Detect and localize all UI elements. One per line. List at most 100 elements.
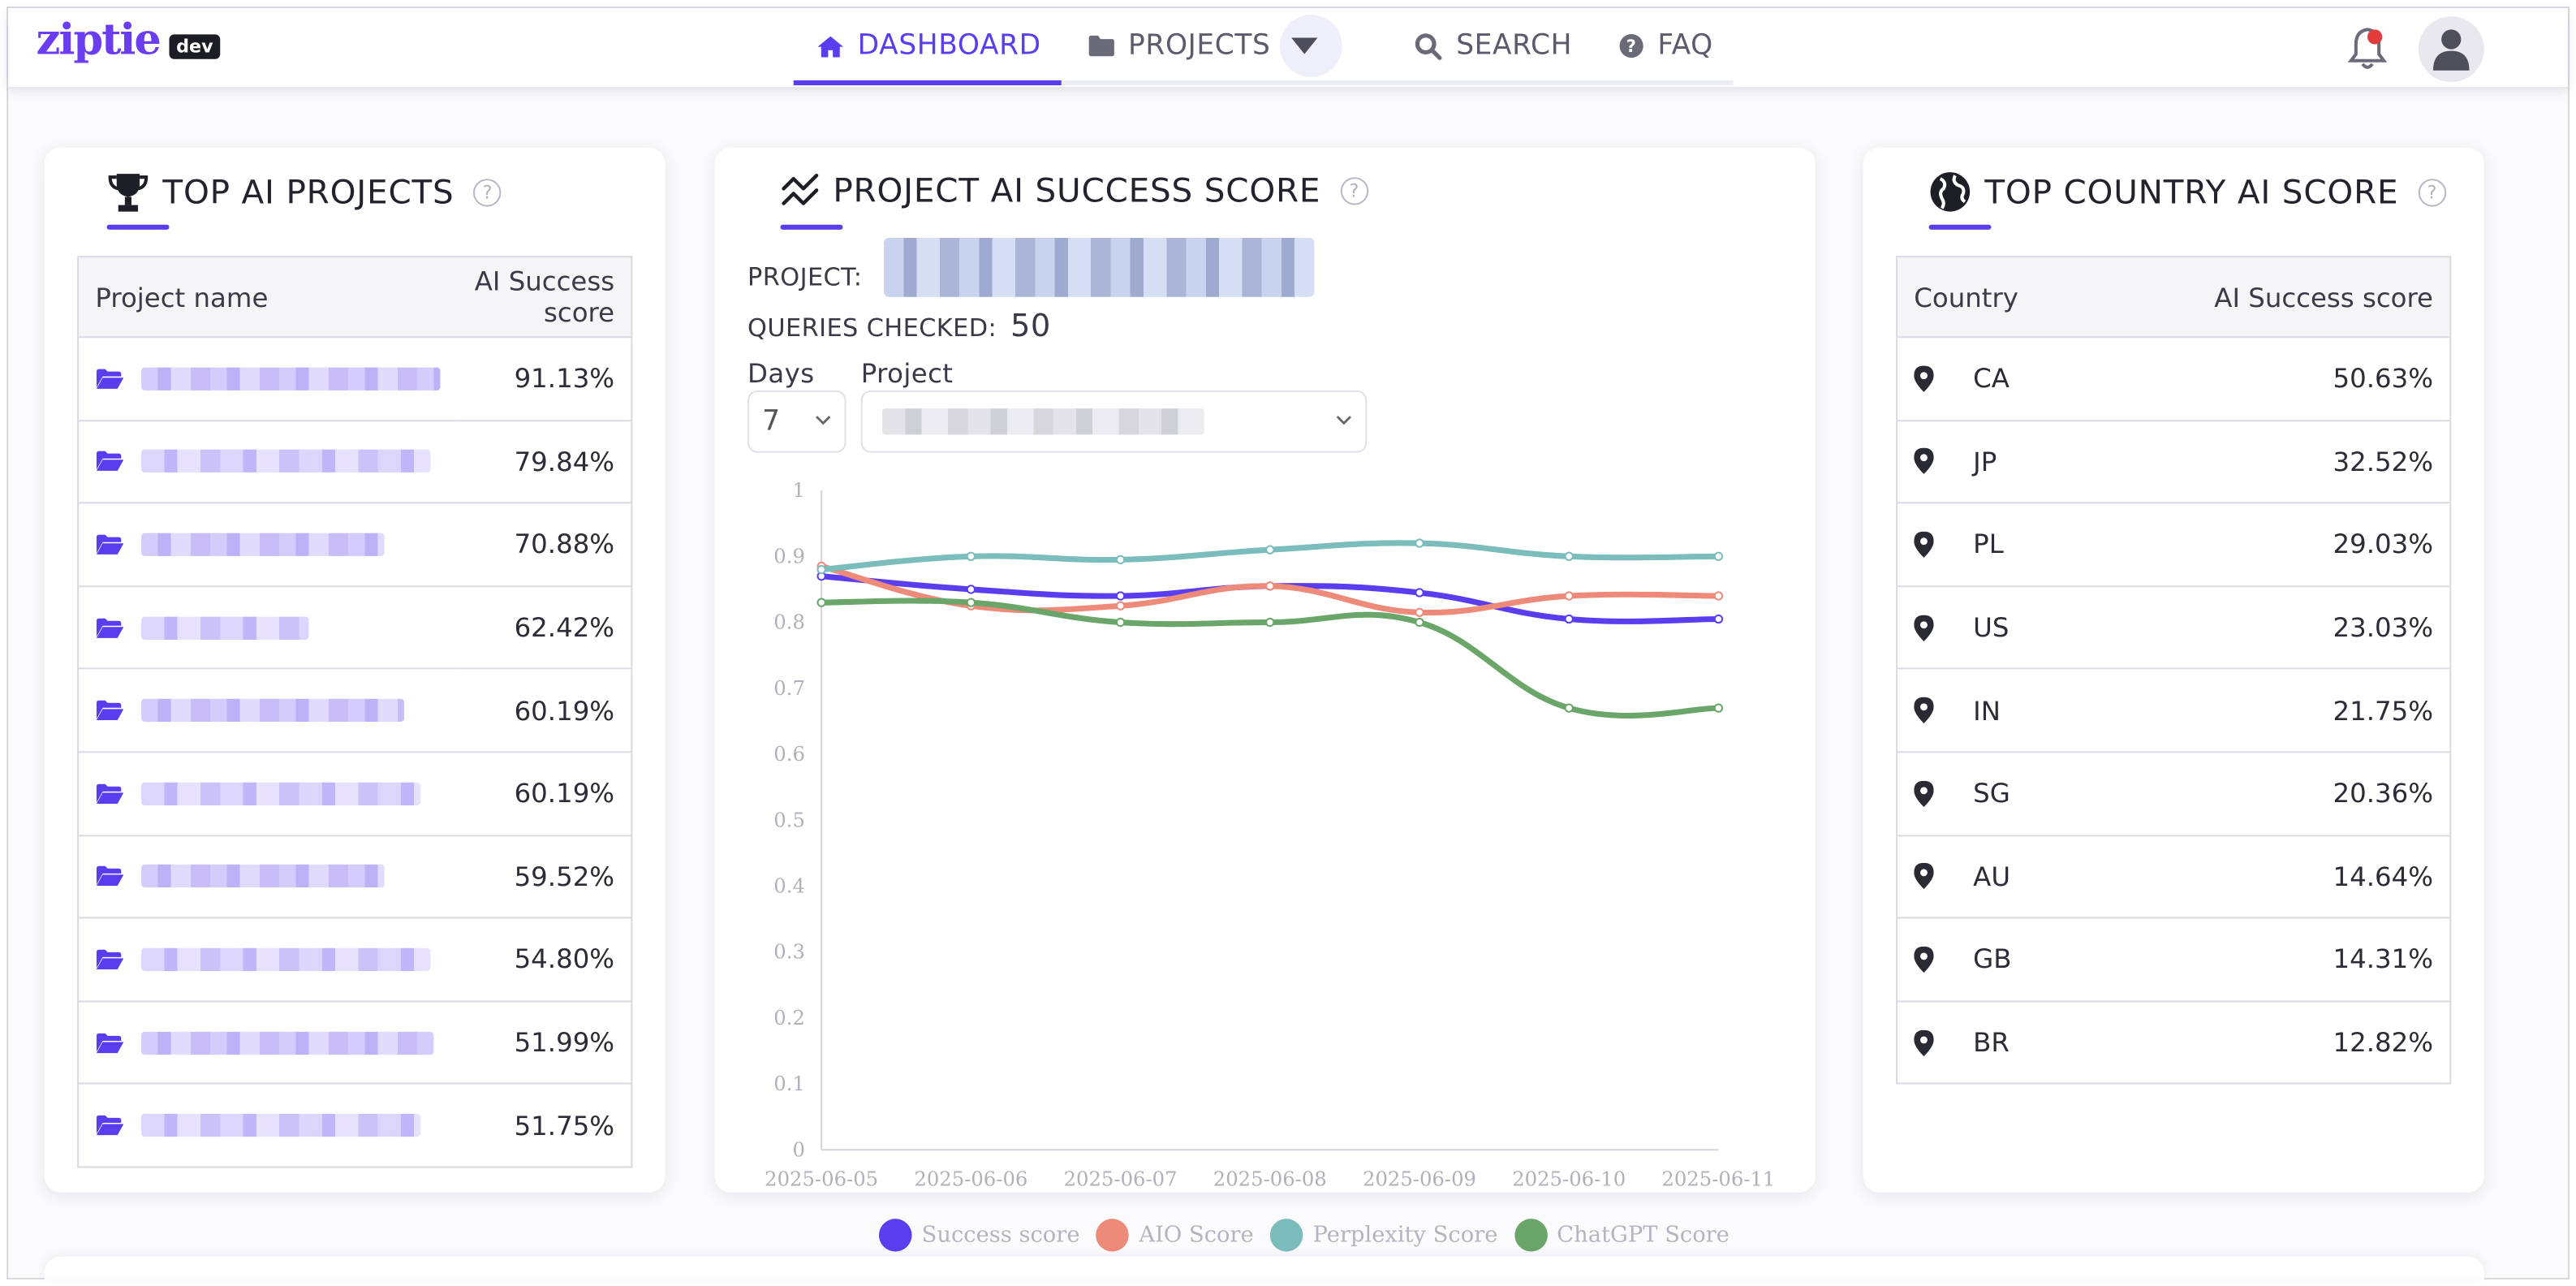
data-point: [1415, 617, 1424, 628]
data-point: [1713, 703, 1724, 713]
column-header: Project name: [78, 257, 457, 339]
legend-swatch: [1096, 1219, 1130, 1252]
project-name-cell[interactable]: [78, 1083, 457, 1167]
table-row: PL 29.03%: [1897, 502, 2451, 586]
project-link[interactable]: [95, 615, 440, 640]
data-point: [1713, 551, 1724, 561]
brand-logo[interactable]: ziptie dev: [37, 19, 220, 63]
country-code: CA: [1973, 363, 2010, 395]
legend-item[interactable]: AIO Score: [1096, 1219, 1254, 1252]
bottom-card-edge: [44, 1256, 2484, 1280]
nav-underline: [793, 80, 1734, 86]
map-pin-icon: [1914, 697, 1934, 724]
project-name-cell[interactable]: [78, 419, 457, 503]
data-point: [1564, 591, 1574, 601]
y-tick-label: 0.3: [773, 940, 805, 964]
project-link[interactable]: [95, 1030, 440, 1055]
y-tick-label: 0.2: [773, 1006, 805, 1029]
project-link[interactable]: [95, 367, 441, 391]
legend-item[interactable]: Perplexity Score: [1269, 1219, 1497, 1252]
project-score: 60.19%: [456, 751, 632, 835]
country-code: PL: [1973, 529, 2004, 560]
project-name-redacted: [141, 1030, 434, 1055]
table-row[interactable]: 60.19%: [78, 751, 632, 835]
country-code: SG: [1973, 778, 2010, 809]
table-row: US 23.03%: [1897, 585, 2451, 670]
project-link[interactable]: [95, 699, 440, 723]
project-select[interactable]: [860, 390, 1368, 453]
project-link[interactable]: [95, 865, 440, 888]
top-country-table: Country AI Success score CA 50.63% JP 32.52…: [1896, 256, 2452, 1085]
y-tick-label: 0.5: [773, 808, 805, 831]
data-point: [1415, 607, 1424, 618]
legend-item[interactable]: ChatGPT Score: [1514, 1219, 1730, 1252]
x-tick-label: 2025-06-06: [914, 1167, 1027, 1191]
legend-label: AIO Score: [1139, 1222, 1254, 1249]
project-link[interactable]: [95, 533, 440, 556]
y-tick-label: 1: [792, 478, 804, 502]
project-score: 70.88%: [456, 502, 632, 586]
table-row[interactable]: 70.88%: [78, 502, 632, 586]
country-code: US: [1973, 611, 2010, 644]
table-row[interactable]: 59.52%: [78, 834, 632, 918]
chart-legend: Success score AIO Score Perplexity Score Ch…: [879, 1219, 1746, 1252]
nav-label: SEARCH: [1456, 29, 1573, 63]
top-projects-table: Project name AI Success score 91.13% 79.8…: [77, 256, 633, 1168]
user-icon: [2432, 29, 2470, 71]
success-score-card: PROJECT AI SUCCESS SCORE ?: [714, 147, 1816, 1193]
map-pin-icon: [1914, 448, 1934, 475]
table-row[interactable]: 79.84%: [78, 419, 632, 503]
nav-active-indicator: [793, 80, 1062, 86]
data-point: [816, 598, 826, 607]
table-row[interactable]: 60.19%: [78, 668, 632, 753]
legend-item[interactable]: Success score: [879, 1219, 1080, 1252]
help-icon[interactable]: ?: [473, 178, 502, 206]
project-name-redacted: [141, 699, 404, 723]
project-name-cell[interactable]: [78, 502, 457, 586]
help-icon[interactable]: ?: [2418, 178, 2447, 206]
table-row: JP 32.52%: [1897, 419, 2451, 503]
folder-open-icon: [96, 451, 124, 472]
main-nav: DASHBOARD PROJECTS SEARCH ? FAQ: [794, 13, 1737, 79]
project-name-cell[interactable]: [78, 751, 457, 835]
user-avatar[interactable]: [2418, 16, 2484, 83]
table-row[interactable]: 91.13%: [78, 336, 632, 421]
project-link[interactable]: [95, 947, 440, 971]
days-select[interactable]: 7: [747, 390, 846, 453]
project-link[interactable]: [95, 1114, 440, 1137]
project-score: 62.42%: [456, 585, 632, 670]
table-row[interactable]: 51.99%: [78, 999, 632, 1085]
project-name-cell[interactable]: [78, 999, 457, 1085]
map-pin-icon: [1914, 614, 1934, 641]
project-name-redacted: [141, 450, 431, 473]
data-point: [966, 598, 976, 607]
project-name-cell[interactable]: [78, 668, 457, 753]
project-name-cell[interactable]: [78, 917, 457, 1001]
home-icon: [817, 35, 844, 57]
nav-faq[interactable]: ? FAQ: [1595, 13, 1736, 79]
table-row[interactable]: 54.80%: [78, 917, 632, 1001]
nav-dashboard[interactable]: DASHBOARD: [794, 13, 1064, 79]
table-row[interactable]: 62.42%: [78, 585, 632, 670]
projects-dropdown-button[interactable]: [1280, 15, 1343, 77]
map-pin-icon: [1914, 863, 1934, 890]
data-point: [1564, 551, 1574, 561]
country-score: 50.63%: [2092, 336, 2451, 421]
project-name-cell[interactable]: [78, 834, 457, 918]
folder-open-icon: [96, 701, 124, 721]
country-cell: AU: [1914, 861, 2076, 892]
card-header: TOP COUNTRY AI SCORE ?: [1929, 170, 2447, 214]
table-row[interactable]: 51.75%: [78, 1083, 632, 1167]
project-name-cell[interactable]: [78, 336, 457, 421]
project-name-cell[interactable]: [78, 585, 457, 670]
help-icon[interactable]: ?: [1340, 176, 1369, 205]
table-row: SG 20.36%: [1897, 751, 2451, 835]
nav-projects[interactable]: PROJECTS: [1064, 13, 1366, 79]
nav-label: PROJECTS: [1128, 29, 1271, 63]
project-link[interactable]: [95, 450, 440, 473]
nav-search[interactable]: SEARCH: [1392, 13, 1595, 79]
project-link[interactable]: [95, 782, 440, 805]
country-cell: IN: [1914, 695, 2076, 726]
env-badge: dev: [170, 34, 220, 59]
table-row: CA 50.63%: [1897, 336, 2451, 421]
